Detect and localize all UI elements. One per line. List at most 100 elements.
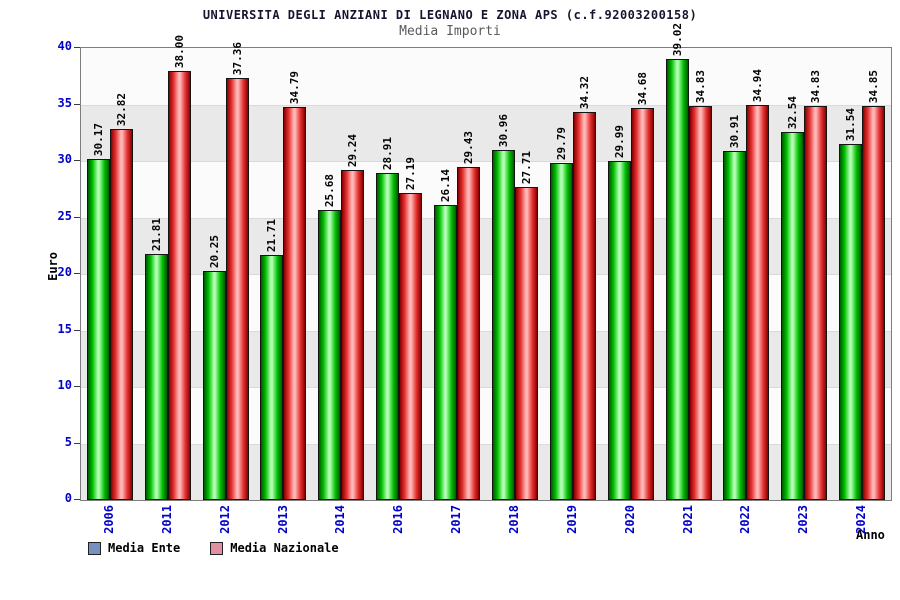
bar-value-label: 34.83 — [694, 69, 707, 103]
bar-value-label: 34.79 — [288, 70, 301, 104]
bar-value-label: 29.99 — [613, 124, 626, 158]
bar-value-label: 27.19 — [404, 156, 417, 190]
x-axis-title: Anno — [856, 528, 885, 542]
bar-value-label: 28.91 — [381, 136, 394, 170]
y-tick-label: 25 — [57, 208, 72, 223]
x-tick-label: 2021 — [680, 505, 695, 534]
bar-media-ente — [550, 163, 573, 500]
chart-subtitle: Media Importi — [399, 24, 501, 39]
x-tick-label: 2019 — [564, 505, 579, 534]
plot-area: 30.17 21.81 20.25 21.71 25.68 28.91 26.14 30.96… — [80, 23, 892, 501]
gridline — [81, 387, 891, 388]
chart-title: UNIVERSITA DEGLI ANZIANI DI LEGNANO E ZO… — [202, 8, 698, 22]
gridline — [81, 274, 891, 275]
y-tick-label: 30 — [57, 152, 72, 166]
bar-value-label: 34.85 — [867, 69, 880, 103]
bar-media-nazionale — [746, 105, 769, 500]
y-tick-label: 40 — [57, 39, 72, 53]
y-tick — [74, 47, 80, 48]
bar-media-nazionale — [399, 193, 422, 500]
bar-value-label: 30.17 — [92, 122, 105, 156]
legend-swatch-media-ente — [88, 541, 101, 555]
bar-value-label: 29.43 — [462, 130, 475, 164]
y-tick-label: 20 — [57, 265, 72, 279]
y-tick — [74, 216, 80, 218]
bar-media-ente — [376, 173, 399, 500]
bar-value-label: 38.00 — [173, 34, 186, 68]
x-tick-label: 2023 — [796, 505, 811, 534]
plot-band — [81, 48, 891, 105]
bar-media-ente — [666, 59, 689, 500]
bar-media-nazionale — [515, 187, 538, 500]
x-tick-label: 2013 — [275, 505, 290, 534]
y-tick — [74, 499, 80, 500]
y-tick-label: 0 — [64, 491, 72, 505]
x-tick-label: 2014 — [333, 505, 348, 534]
bar-value-label: 39.02 — [671, 22, 684, 56]
bar-value-label: 20.25 — [208, 234, 221, 268]
bar-value-label: 25.68 — [323, 173, 336, 207]
x-tick-label: 2006 — [101, 505, 116, 534]
bar-value-label: 37.36 — [231, 41, 244, 75]
y-tick-label: 15 — [57, 321, 72, 336]
legend-item-media-ente: Media Ente — [88, 541, 180, 555]
y-tick-label: 5 — [64, 434, 72, 449]
bar-value-label: 27.71 — [520, 150, 533, 184]
legend-swatch-media-nazionale — [210, 541, 224, 555]
plot-band — [81, 217, 891, 274]
bar-media-ente — [434, 205, 457, 500]
legend-label-media-ente: Media Ente — [108, 541, 181, 555]
bar-media-nazionale — [862, 106, 885, 500]
bar-media-ente — [87, 159, 110, 500]
gridline — [81, 104, 891, 106]
bar-media-nazionale — [283, 107, 306, 500]
bar-media-ente — [260, 255, 283, 500]
bar-media-nazionale — [226, 78, 249, 500]
bar-value-label: 32.54 — [786, 95, 799, 129]
gridline — [81, 443, 891, 445]
bar-media-nazionale — [631, 108, 654, 500]
x-tick-label: 2012 — [217, 505, 232, 534]
gridline — [81, 330, 891, 332]
y-tick — [74, 386, 80, 387]
bar-media-ente — [203, 271, 226, 500]
bar-media-nazionale — [168, 71, 191, 500]
bar-media-ente — [723, 151, 746, 500]
bar-media-nazionale — [689, 106, 712, 500]
x-tick-label: 2011 — [159, 505, 174, 534]
y-tick — [74, 442, 80, 444]
gridline — [81, 161, 891, 162]
bar-media-nazionale — [804, 106, 827, 500]
y-tick — [74, 160, 80, 161]
bar-value-label: 21.81 — [150, 217, 163, 251]
y-tick-label: 35 — [57, 95, 72, 110]
bar-value-label: 34.83 — [809, 69, 822, 103]
x-tick-label: 2022 — [738, 505, 753, 534]
bar-media-ente — [492, 150, 515, 500]
bar-media-nazionale — [341, 170, 364, 500]
plot-band — [81, 104, 891, 161]
y-tick — [74, 103, 80, 105]
bar-value-label: 29.79 — [555, 126, 568, 160]
bar-media-ente — [781, 132, 804, 500]
bar-media-ente — [318, 210, 341, 500]
y-tick — [74, 329, 80, 331]
bar-value-label: 34.32 — [578, 75, 591, 109]
bar-media-ente — [839, 144, 862, 500]
bar-value-label: 31.54 — [844, 107, 857, 141]
plot-band — [81, 161, 891, 218]
legend-label-media-nazionale: Media Nazionale — [230, 541, 339, 555]
x-tick-label: 2020 — [622, 505, 637, 534]
x-tick-label: 2024 — [854, 505, 869, 534]
x-tick-label: 2017 — [449, 505, 464, 534]
legend: Media Ente Media Nazionale — [88, 541, 369, 555]
bar-value-label: 30.91 — [728, 114, 741, 148]
bar-media-nazionale — [457, 167, 480, 500]
bar-value-label: 26.14 — [439, 168, 452, 202]
legend-item-media-nazionale: Media Nazionale — [210, 541, 339, 555]
bar-media-ente — [145, 254, 168, 500]
bar-value-label: 21.71 — [265, 218, 278, 252]
x-tick-label: 2016 — [391, 505, 406, 534]
bar-media-ente — [608, 161, 631, 500]
